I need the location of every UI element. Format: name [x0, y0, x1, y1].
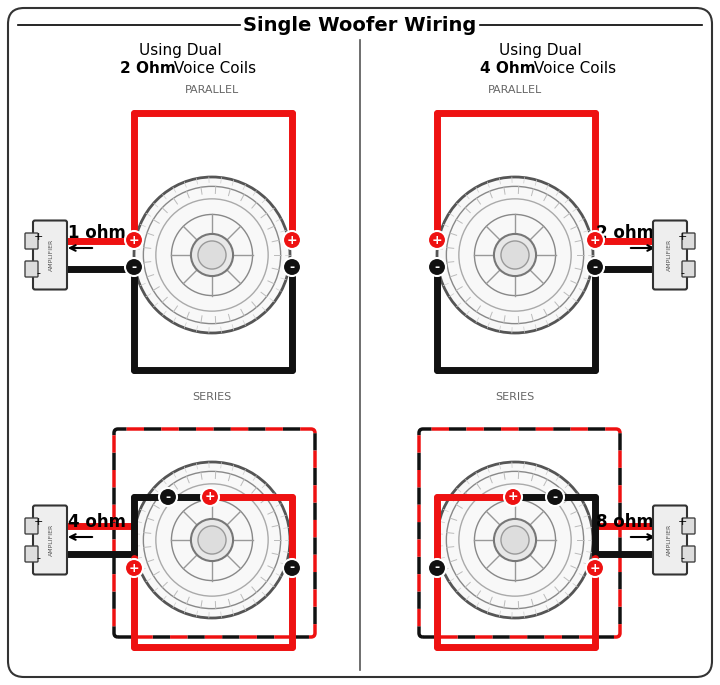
Circle shape	[428, 559, 446, 577]
Text: -: -	[680, 553, 684, 563]
Text: AMPLIFIER: AMPLIFIER	[48, 524, 53, 556]
Text: SERIES: SERIES	[495, 392, 535, 402]
Text: -: -	[680, 268, 684, 278]
Circle shape	[494, 234, 536, 276]
Circle shape	[125, 231, 143, 249]
Text: 4 ohm: 4 ohm	[68, 513, 126, 531]
Circle shape	[283, 559, 301, 577]
Text: 2 ohm: 2 ohm	[596, 224, 654, 242]
Text: AMPLIFIER: AMPLIFIER	[667, 524, 672, 556]
Circle shape	[283, 231, 301, 249]
FancyBboxPatch shape	[33, 506, 67, 575]
Text: +: +	[590, 562, 600, 575]
Text: Using Dual: Using Dual	[139, 42, 221, 58]
Circle shape	[437, 177, 593, 333]
Circle shape	[125, 559, 143, 577]
FancyBboxPatch shape	[8, 8, 712, 677]
Text: +: +	[508, 490, 518, 503]
Circle shape	[437, 462, 593, 618]
Circle shape	[198, 526, 226, 554]
Circle shape	[159, 488, 177, 506]
Circle shape	[501, 526, 529, 554]
Circle shape	[504, 488, 522, 506]
Text: +: +	[129, 562, 139, 575]
Circle shape	[494, 519, 536, 561]
Text: 2 Ohm: 2 Ohm	[120, 60, 176, 75]
Text: AMPLIFIER: AMPLIFIER	[667, 239, 672, 271]
Text: +: +	[590, 234, 600, 247]
Text: +: +	[678, 517, 687, 527]
FancyBboxPatch shape	[682, 233, 695, 249]
Circle shape	[191, 234, 233, 276]
Circle shape	[586, 559, 604, 577]
Text: 4 Ohm: 4 Ohm	[480, 60, 536, 75]
Circle shape	[125, 258, 143, 276]
Text: Using Dual: Using Dual	[499, 42, 581, 58]
Circle shape	[191, 519, 233, 561]
Text: +: +	[204, 490, 215, 503]
Text: +: +	[678, 232, 687, 242]
Circle shape	[586, 231, 604, 249]
Text: -: -	[132, 260, 137, 273]
Text: PARALLEL: PARALLEL	[488, 85, 542, 95]
Text: -: -	[36, 268, 40, 278]
FancyBboxPatch shape	[25, 261, 38, 277]
Text: +: +	[432, 234, 442, 247]
Circle shape	[134, 462, 290, 618]
Text: PARALLEL: PARALLEL	[185, 85, 239, 95]
FancyBboxPatch shape	[33, 221, 67, 290]
Circle shape	[134, 177, 290, 333]
Text: +: +	[129, 234, 139, 247]
Circle shape	[501, 241, 529, 269]
Text: Single Woofer Wiring: Single Woofer Wiring	[243, 16, 477, 34]
Text: -: -	[36, 553, 40, 563]
Circle shape	[198, 241, 226, 269]
Circle shape	[586, 258, 604, 276]
Text: -: -	[552, 490, 557, 503]
Text: +: +	[33, 517, 42, 527]
Text: 1 ohm: 1 ohm	[68, 224, 126, 242]
Text: +: +	[287, 234, 297, 247]
Text: -: -	[593, 260, 598, 273]
Circle shape	[201, 488, 219, 506]
Circle shape	[428, 258, 446, 276]
FancyBboxPatch shape	[682, 261, 695, 277]
FancyBboxPatch shape	[682, 546, 695, 562]
FancyBboxPatch shape	[25, 546, 38, 562]
Circle shape	[546, 488, 564, 506]
Text: Voice Coils: Voice Coils	[169, 60, 256, 75]
Text: -: -	[289, 260, 294, 273]
Text: Voice Coils: Voice Coils	[529, 60, 616, 75]
Text: -: -	[289, 562, 294, 575]
FancyBboxPatch shape	[25, 233, 38, 249]
FancyBboxPatch shape	[653, 506, 687, 575]
Text: +: +	[33, 232, 42, 242]
Text: SERIES: SERIES	[192, 392, 232, 402]
FancyBboxPatch shape	[653, 221, 687, 290]
FancyBboxPatch shape	[25, 518, 38, 534]
Text: -: -	[434, 260, 440, 273]
Text: -: -	[434, 562, 440, 575]
Text: -: -	[166, 490, 171, 503]
Circle shape	[428, 231, 446, 249]
Text: 8 ohm: 8 ohm	[596, 513, 654, 531]
FancyBboxPatch shape	[682, 518, 695, 534]
Text: AMPLIFIER: AMPLIFIER	[48, 239, 53, 271]
Circle shape	[283, 258, 301, 276]
